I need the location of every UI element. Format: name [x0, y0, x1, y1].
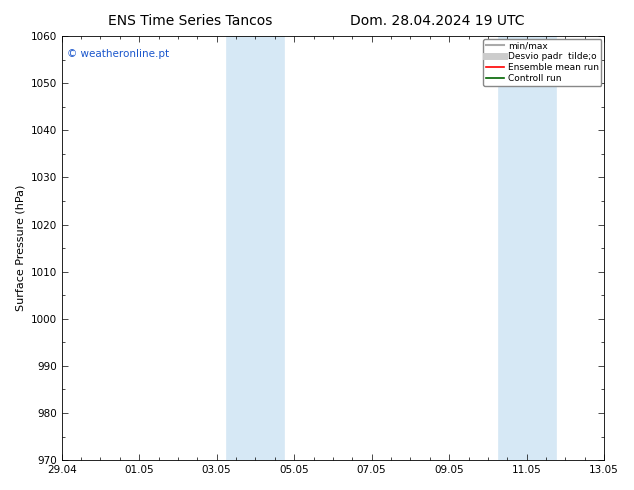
Text: ENS Time Series Tancos: ENS Time Series Tancos [108, 14, 273, 28]
Bar [498, 36, 555, 460]
Y-axis label: Surface Pressure (hPa): Surface Pressure (hPa) [15, 185, 25, 311]
Bar [226, 36, 285, 460]
Text: © weatheronline.pt: © weatheronline.pt [67, 49, 169, 59]
Legend: min/max, Desvio padr  tilde;o, Ensemble mean run, Controll run: min/max, Desvio padr tilde;o, Ensemble m… [483, 39, 602, 86]
Text: Dom. 28.04.2024 19 UTC: Dom. 28.04.2024 19 UTC [350, 14, 525, 28]
